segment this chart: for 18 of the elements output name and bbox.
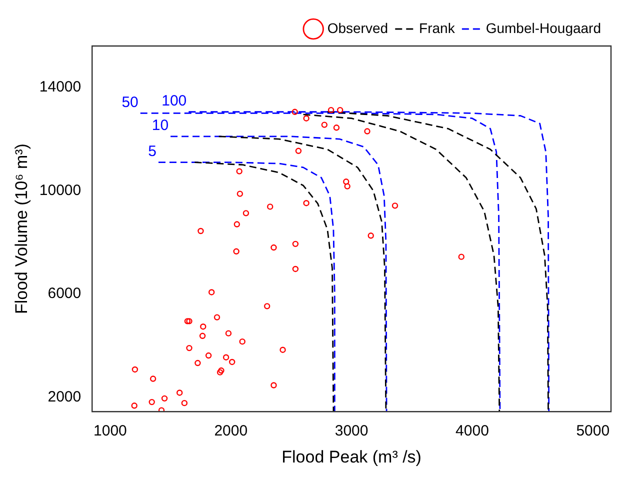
y-tick-label: 6000 (48, 285, 82, 302)
x-tick-label: 3000 (334, 422, 368, 440)
annotation: 50 (122, 94, 138, 111)
legend-label: Observed (327, 20, 388, 36)
x-tick-label: 5000 (576, 422, 610, 440)
x-tick-label: 2000 (214, 422, 248, 440)
y-tick-label: 14000 (39, 78, 82, 96)
legend-label: Gumbel-Hougaard (486, 20, 601, 36)
annotation: 5 (148, 142, 156, 160)
y-tick-label: 10000 (39, 182, 82, 199)
annotation: 10 (152, 117, 169, 134)
x-tick-label: 4000 (456, 422, 489, 440)
legend-label: Frank (419, 20, 456, 36)
x-tick-label: 1000 (94, 422, 127, 440)
annotation: 100 (162, 92, 187, 110)
x-axis-title: Flood Peak (m³ /s) (282, 447, 422, 466)
y-axis-title: Flood Volume (10⁶ m³) (12, 144, 31, 314)
y-tick-label: 2000 (48, 388, 82, 406)
